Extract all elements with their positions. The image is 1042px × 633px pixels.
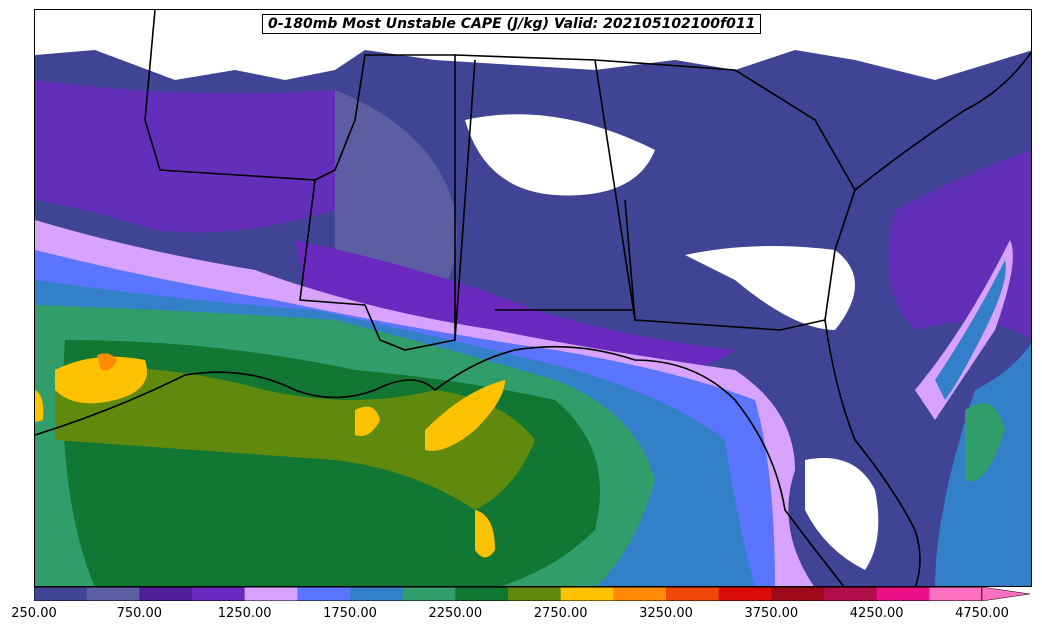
colorbar-segment [824, 587, 878, 601]
colorbar-segment [718, 587, 772, 601]
colorbar [34, 587, 1031, 601]
state-lines-mid [454, 59, 636, 341]
no-cape-florida [805, 458, 879, 570]
colorbar-tick-label: 2250.00 [428, 606, 483, 621]
cape-max-west-edge [35, 390, 44, 422]
map-panel [34, 9, 1032, 587]
colorbar-segment [613, 587, 667, 601]
colorbar-segment [139, 587, 193, 601]
colorbar-segment [929, 587, 983, 601]
cape-max-south [475, 510, 495, 558]
boundaries [35, 10, 1031, 586]
colorbar-segment [455, 587, 509, 601]
cape-max-gulf [425, 380, 505, 451]
colorbar-segment [350, 587, 404, 601]
colorbar-tick-label: 250.00 [11, 606, 57, 621]
colorbar-extend-arrow [981, 587, 1031, 601]
cape-fill-purple-west [35, 80, 360, 233]
no-cape-georgia [685, 246, 855, 330]
state-lines-east [454, 54, 856, 331]
no-cape-alabama [465, 114, 655, 196]
cape-max-texas [55, 356, 147, 404]
colorbar-tick-label: 750.00 [116, 606, 163, 621]
colorbar-segment [560, 587, 614, 601]
cape-map [35, 10, 1031, 586]
colorbar-segment [402, 587, 456, 601]
colorbar-segment [34, 587, 88, 601]
gulf-coastline [35, 345, 845, 586]
cape-atlantic-teal [965, 403, 1005, 482]
colorbar-segment [876, 587, 930, 601]
colorbar-segment [244, 587, 298, 601]
colorbar-tick-label: 4750.00 [955, 606, 1009, 621]
cape-max-texas-core [97, 353, 117, 371]
colorbar-tick-label: 1250.00 [217, 606, 272, 621]
colorbar-segment [508, 587, 562, 601]
cape-fill-mid [335, 90, 457, 310]
colorbar-tick-label: 3250.00 [639, 606, 693, 621]
colorbar-segment [666, 587, 720, 601]
colorbar-border [34, 587, 982, 601]
colorbar-segment [771, 587, 825, 601]
colorbar-tick-label: 2750.00 [533, 606, 588, 621]
colorbar-segment [297, 587, 351, 601]
colorbar-tick-label: 3750.00 [744, 606, 799, 621]
atlantic-coastline [824, 319, 921, 586]
state-lines-west [144, 10, 456, 351]
cape-fill-olive [55, 367, 535, 510]
colorbar-segment [86, 587, 140, 601]
cape-atlantic-blue [935, 260, 1006, 400]
cape-max-louisiana [355, 406, 380, 436]
map-title: 0-180mb Most Unstable CAPE (J/kg) Valid:… [262, 14, 762, 34]
colorbar-tick-label: 1750.00 [323, 606, 377, 621]
carolina-coastline [854, 51, 1031, 191]
colorbar-tick-label: 4250.00 [849, 606, 904, 621]
colorbar-segment [192, 587, 246, 601]
